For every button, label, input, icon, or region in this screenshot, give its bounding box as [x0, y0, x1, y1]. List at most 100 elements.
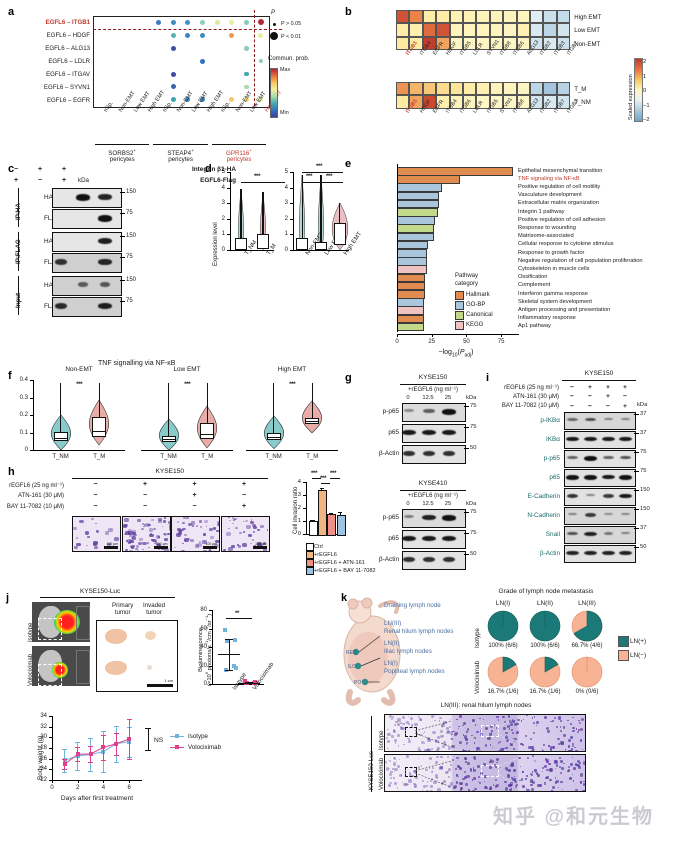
panel-d-box	[296, 238, 308, 250]
colorbar-tick: −1	[643, 103, 650, 109]
lymph-node-label: Renal hilum lymph nodes	[384, 628, 453, 635]
panel-i-band	[584, 532, 596, 537]
panel-i-sign: −	[570, 403, 574, 410]
pathway-label: Cellular response to cytokine stimulus	[518, 241, 613, 247]
panel-d-sig: ***	[326, 174, 332, 180]
legend-swatch	[455, 311, 464, 320]
panel-c-band	[98, 259, 111, 265]
lymph-node-label: LN(III)	[384, 620, 401, 627]
panel-g-band	[442, 409, 456, 415]
panel-d-sig-bar	[302, 172, 343, 173]
heatmap-cell	[476, 23, 489, 36]
panel-a-vline	[254, 10, 255, 106]
panel-a-group-rule	[153, 144, 207, 145]
heatmap-cell	[490, 23, 503, 36]
heatmap-cell	[409, 23, 422, 36]
panel-e-xlabel: −log10(Padj)	[438, 349, 473, 358]
panel-f-xtick-label: T_M	[93, 454, 105, 460]
panel-i: KYSE150 rEGFL6 (25 ng ml⁻¹) − + + + ATN-161 (3…	[480, 368, 679, 593]
lymph-node-label: Popliteal lymph nodes	[384, 668, 445, 675]
panel-i-band	[619, 475, 632, 480]
panel-c: Integrin β1-HA − + + EGFL6-Flag + − + kDa IP:HA H…	[0, 158, 205, 358]
pie-col-title: LN(II)	[537, 600, 553, 607]
panel-g-dose: 12.5	[422, 395, 433, 401]
panel-c-band	[55, 303, 68, 309]
panel-i-band	[584, 475, 597, 480]
panel-h-sign: −	[192, 503, 196, 510]
panel-e-xtick-label: 50	[463, 339, 470, 345]
panel-g-dose: 12.5	[422, 501, 433, 507]
panel-g-kda-tick	[464, 554, 469, 555]
panel-d-ytick	[290, 172, 293, 173]
bodyweight-errorcap	[114, 726, 119, 727]
colorbar-tick: 1	[643, 74, 646, 80]
panel-d-ytick	[227, 250, 230, 251]
panel-e-xtick	[501, 334, 502, 337]
bioluminescence-image	[32, 646, 90, 686]
panel-a-dot	[244, 20, 249, 25]
panel-h-legend-label: +rEGFL6	[314, 552, 337, 558]
panel-g-band	[443, 557, 456, 562]
panel-h-sig: ***	[320, 476, 326, 482]
panel-h-sign: +	[192, 481, 196, 488]
panel-g-kda-tick	[464, 533, 469, 534]
heatmap-cell	[517, 23, 530, 36]
panel-d-violin-spike	[302, 175, 303, 237]
panel-c-band	[98, 194, 111, 200]
legend-swatch	[455, 301, 464, 310]
panel-j-col-invaded: Invaded tumor	[143, 602, 165, 616]
panel-i-protein: IKBα	[546, 436, 560, 443]
panel-j-point	[223, 628, 227, 632]
pie-caption: 16.7% (1/6)	[529, 689, 560, 695]
panel-h-ytick	[303, 534, 306, 535]
bodyweight-errorcap	[88, 762, 93, 763]
scalebar-label: 1 cm	[164, 678, 173, 683]
commun-prob-title: Commun. prob.	[268, 56, 309, 62]
panel-i-band	[619, 551, 631, 556]
pie-caption: 66.7% (4/6)	[571, 643, 602, 649]
panel-h-ytick	[303, 482, 306, 483]
heatmap-cell	[530, 10, 543, 23]
panel-j-ytick-label: 80	[200, 607, 207, 613]
panel-i-condition: BAY 11-7082 (10 μM)	[502, 403, 559, 409]
panel-i-kda-value: 75	[640, 468, 646, 474]
pathway-label: Epithelial mesenchymal transition	[518, 168, 602, 174]
panel-f-sig: ***	[184, 382, 190, 388]
panel-a-group-rule	[212, 144, 266, 145]
panel-g-protein: p65	[388, 429, 399, 436]
panel-c-kda-tick	[120, 192, 125, 193]
panel-f-box	[200, 423, 214, 439]
panel-c-band	[100, 282, 111, 287]
heatmap-cell	[450, 23, 463, 36]
invasion-image: 100 μm	[122, 516, 171, 552]
bodyweight-errorcap	[88, 738, 93, 739]
panel-f-ytick	[30, 433, 33, 434]
svg-text:REO: REO	[346, 650, 357, 656]
panel-i-kda-tick	[634, 509, 639, 510]
panel-j-sd-cap	[225, 639, 233, 640]
panel-g-protein: p65	[388, 535, 399, 542]
panel-i-protein: E-Cadherin	[528, 493, 560, 500]
panel-g-dose: 0	[406, 501, 409, 507]
bodyweight-errorcap	[101, 735, 106, 736]
heatmap-cell	[436, 23, 449, 36]
panel-a-row-label: EGFL6 – EGFR	[47, 97, 90, 104]
panel-a-dot	[200, 33, 205, 38]
panel-i-band	[602, 551, 614, 556]
panel-g-kda-header: kDa	[466, 501, 476, 507]
panel-i-blot	[564, 412, 636, 430]
histology-image	[384, 754, 586, 792]
panel-g-cellline: KYSE410	[419, 480, 448, 487]
panel-f-ytick-label: 0.4	[20, 377, 28, 383]
panel-a-row-label: EGFL6 – ITGB1	[46, 19, 90, 26]
panel-i-band	[567, 494, 579, 498]
panel-d-ytick-label: 0	[285, 247, 288, 253]
panel-i-kda-value: 50	[640, 544, 646, 550]
panel-h-condition: ATN-161 (30 μM)	[18, 493, 64, 499]
panel-c-kda-tick	[120, 257, 125, 258]
panel-h-ytick	[303, 495, 306, 496]
panel-f-median	[200, 434, 214, 435]
heatmap-cell	[557, 23, 570, 36]
panel-h-sign: +	[192, 492, 196, 499]
panel-f-whisker	[168, 383, 169, 436]
